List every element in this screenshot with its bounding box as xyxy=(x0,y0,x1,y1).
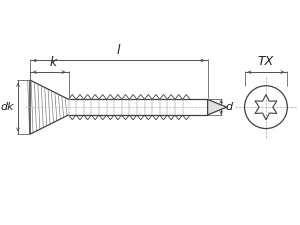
Text: l: l xyxy=(117,44,120,56)
Text: TX: TX xyxy=(258,55,274,68)
Polygon shape xyxy=(208,99,227,115)
Text: k: k xyxy=(50,56,57,69)
Text: dk: dk xyxy=(1,102,14,112)
Text: d: d xyxy=(225,102,232,112)
